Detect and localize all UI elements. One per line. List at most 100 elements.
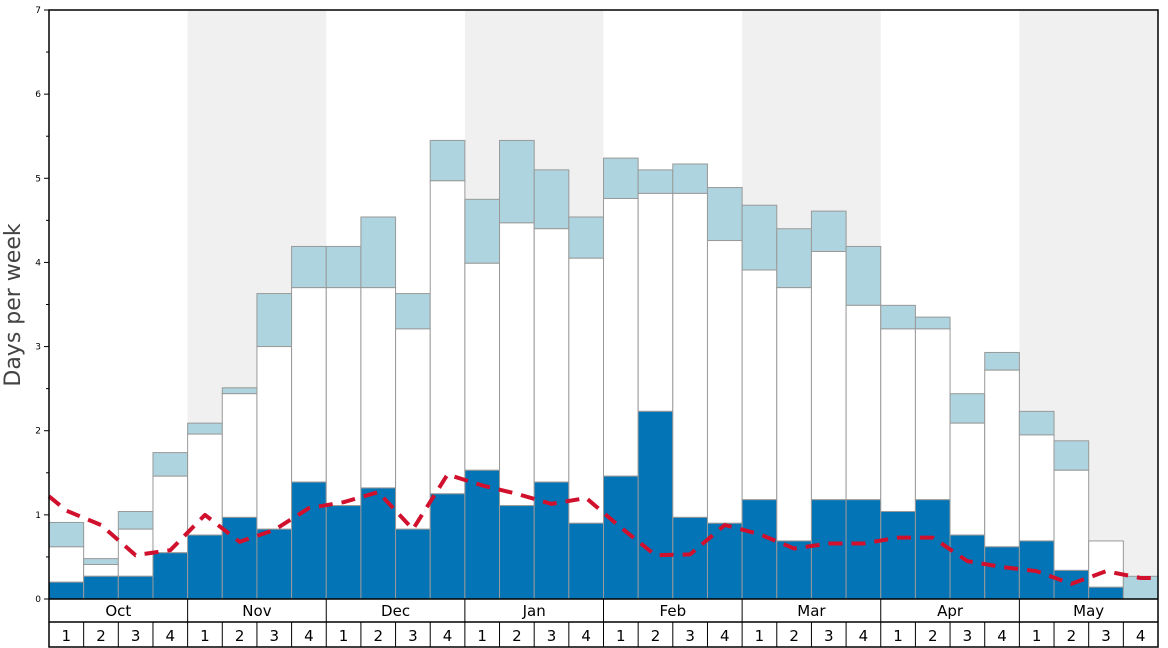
week-label: 4 bbox=[443, 627, 453, 645]
week-label: 4 bbox=[304, 627, 314, 645]
bar-light-segment bbox=[291, 245, 327, 289]
month-label: Oct bbox=[105, 602, 131, 620]
week-label: 2 bbox=[373, 627, 383, 645]
week-label: 3 bbox=[1101, 627, 1111, 645]
bar-white-segment bbox=[672, 192, 708, 518]
bar-white-segment bbox=[810, 250, 847, 501]
bar-white-segment bbox=[83, 564, 119, 577]
bar-light-segment bbox=[429, 139, 466, 182]
bar-dark-segment bbox=[83, 575, 119, 600]
bar-light-segment bbox=[741, 204, 778, 271]
bar-dark-segment bbox=[429, 493, 466, 600]
week-label: 3 bbox=[824, 627, 834, 645]
bar-light-segment bbox=[256, 293, 293, 348]
bar-dark-segment bbox=[499, 505, 535, 600]
y-tick-label: 1 bbox=[35, 511, 41, 521]
bar-dark-segment bbox=[845, 499, 882, 600]
week-label: 3 bbox=[408, 627, 418, 645]
bar-light-segment bbox=[603, 157, 639, 199]
bar-light-segment bbox=[464, 198, 501, 264]
y-tick-label: 7 bbox=[35, 6, 41, 16]
bar-white-segment bbox=[48, 546, 85, 583]
bar-light-segment bbox=[117, 510, 154, 530]
bar-light-segment bbox=[1018, 410, 1055, 436]
bar-dark-segment bbox=[187, 534, 223, 600]
bar-white-segment bbox=[187, 433, 223, 536]
bar-white-segment bbox=[880, 328, 916, 512]
week-label: 2 bbox=[651, 627, 661, 645]
week-label: 4 bbox=[1136, 627, 1146, 645]
y-tick-label: 3 bbox=[35, 343, 41, 353]
month-label: Dec bbox=[381, 602, 410, 620]
bar-white-segment bbox=[464, 262, 501, 471]
bar-light-segment bbox=[499, 139, 535, 224]
week-label: 4 bbox=[166, 627, 176, 645]
bar-white-segment bbox=[914, 328, 951, 501]
bar-white-segment bbox=[845, 304, 882, 501]
y-tick-label: 6 bbox=[35, 90, 41, 100]
bar-white-segment bbox=[325, 287, 362, 507]
week-label: 2 bbox=[96, 627, 106, 645]
bar-light-segment bbox=[914, 316, 951, 330]
bar-light-segment bbox=[83, 558, 119, 566]
trend-line bbox=[47, 472, 1158, 586]
week-label: 2 bbox=[235, 627, 245, 645]
month-labels: Oct Nov Dec Jan Feb Mar Apr May bbox=[105, 599, 1104, 622]
bar-dark-segment bbox=[117, 575, 154, 600]
bar-white-segment bbox=[256, 346, 293, 530]
bar-dark-segment bbox=[256, 528, 293, 600]
week-label: 2 bbox=[928, 627, 938, 645]
bar-light-segment bbox=[776, 228, 812, 289]
bar-light-segment bbox=[48, 521, 85, 548]
bar-white-segment bbox=[291, 287, 327, 483]
bar-white-segment bbox=[603, 197, 639, 477]
week-label: 4 bbox=[997, 627, 1007, 645]
y-tick-label: 4 bbox=[35, 258, 41, 268]
bar-dark-segment bbox=[637, 410, 674, 600]
bar-dark-segment bbox=[221, 516, 258, 600]
bar-light-segment bbox=[533, 169, 570, 230]
bar-light-segment bbox=[395, 293, 431, 330]
bar-light-segment bbox=[637, 169, 674, 194]
week-label: 3 bbox=[131, 627, 141, 645]
y-tick-label: 2 bbox=[35, 427, 41, 437]
bar-white-segment bbox=[637, 192, 674, 412]
bar-light-segment bbox=[568, 216, 604, 259]
bar-white-segment bbox=[395, 328, 431, 530]
month-label: Mar bbox=[797, 602, 826, 620]
bar-white-segment bbox=[429, 180, 466, 495]
week-label: 2 bbox=[512, 627, 522, 645]
month-label: Jan bbox=[522, 602, 546, 620]
bar-white-segment bbox=[1088, 540, 1124, 588]
week-label: 1 bbox=[477, 627, 487, 645]
week-label: 3 bbox=[685, 627, 695, 645]
bar-white-segment bbox=[360, 287, 397, 489]
bar-dark-segment bbox=[672, 516, 708, 600]
bar-white-segment bbox=[776, 287, 812, 542]
week-label: 3 bbox=[963, 627, 973, 645]
bar-dark-segment bbox=[152, 552, 189, 600]
bar-white-segment bbox=[1018, 434, 1055, 542]
bar-white-segment bbox=[499, 222, 535, 507]
week-label: 2 bbox=[1067, 627, 1077, 645]
bar-dark-segment bbox=[914, 499, 951, 600]
bar-dark-segment bbox=[706, 522, 743, 600]
bar-dark-segment bbox=[776, 540, 812, 600]
bar-dark-segment bbox=[48, 581, 85, 600]
bar-light-segment bbox=[845, 245, 882, 306]
bar-light-segment bbox=[810, 210, 847, 252]
bar-light-segment bbox=[152, 452, 189, 477]
week-label: 4 bbox=[859, 627, 869, 645]
bar-white-segment bbox=[984, 369, 1020, 548]
bar-white-segment bbox=[152, 475, 189, 554]
week-label: 1 bbox=[1032, 627, 1042, 645]
week-label: 1 bbox=[62, 627, 72, 645]
y-axis-label: Days per week bbox=[1, 223, 26, 386]
week-label: 4 bbox=[581, 627, 591, 645]
month-label: Feb bbox=[660, 602, 687, 620]
bar-dark-segment bbox=[291, 481, 327, 600]
y-tick-label: 5 bbox=[35, 174, 41, 184]
week-label: 4 bbox=[720, 627, 730, 645]
bar-white-segment bbox=[1053, 469, 1090, 571]
bar-dark-segment bbox=[880, 510, 916, 600]
